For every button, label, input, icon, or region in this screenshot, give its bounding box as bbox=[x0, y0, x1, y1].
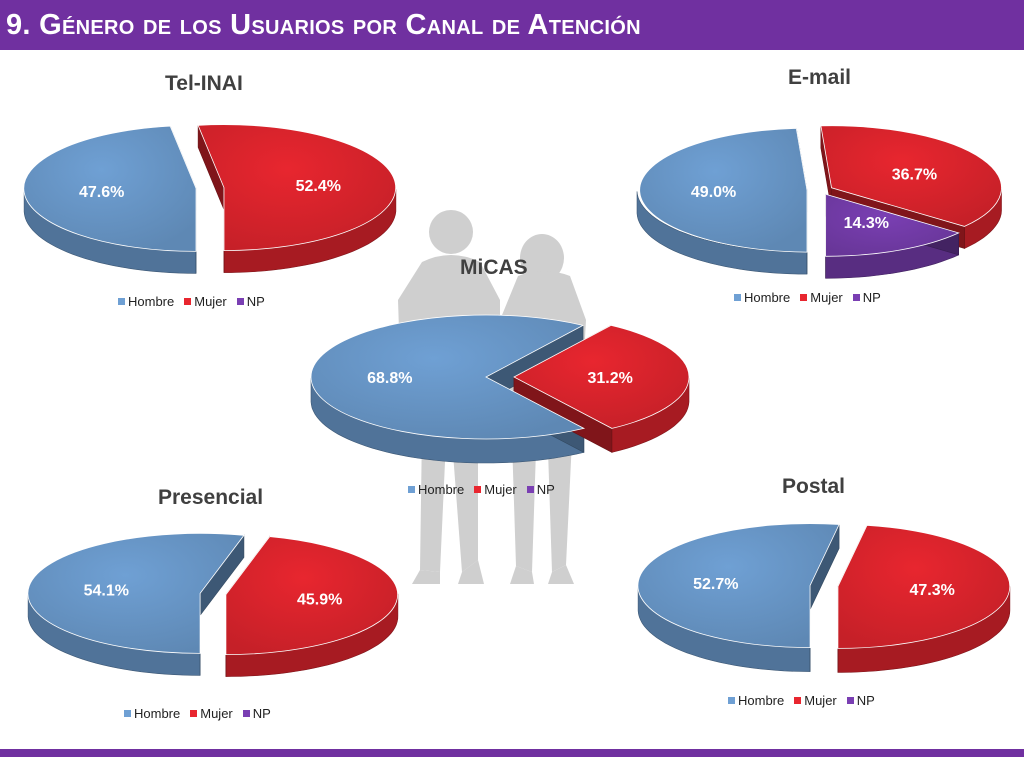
legend-swatch bbox=[118, 298, 125, 305]
legend-swatch bbox=[846, 697, 854, 704]
chart-presencial: Presencial 54.1% 45.9% Hombre Mujer NP bbox=[0, 482, 420, 732]
pie-slice-hombre bbox=[310, 314, 586, 440]
data-label: 31.2% bbox=[588, 370, 633, 387]
chart-legend: Hombre Mujer NP bbox=[124, 706, 271, 721]
header-bar: 9. Género de los Usuarios por Canal de A… bbox=[0, 0, 1024, 50]
page-title: 9. Género de los Usuarios por Canal de A… bbox=[6, 9, 641, 41]
legend-swatch bbox=[124, 710, 131, 717]
legend-item-hombre: Hombre bbox=[734, 290, 790, 305]
data-label: 68.8% bbox=[367, 370, 412, 387]
legend-label: NP bbox=[252, 706, 271, 721]
chart-micas: MiCAS 68.8% 31.2% Hombre Mujer NP bbox=[300, 250, 720, 505]
chart-legend: Hombre Mujer NP bbox=[118, 294, 265, 309]
data-label: 52.7% bbox=[693, 576, 738, 593]
data-label: 14.3% bbox=[844, 215, 889, 232]
pie-slice-hombre bbox=[27, 533, 245, 654]
data-label: 49.0% bbox=[691, 184, 736, 201]
legend-item-mujer: Mujer bbox=[474, 482, 517, 497]
pie-slice-mujer bbox=[513, 324, 690, 429]
legend-item-np: NP bbox=[526, 482, 555, 497]
legend-swatch bbox=[734, 294, 741, 301]
chart-tel-inai: Tel-INAI 47.6% 52.4% Hombre Mujer NP bbox=[0, 60, 420, 320]
data-label: 47.3% bbox=[910, 582, 955, 599]
pie-slice-hombre bbox=[637, 523, 840, 649]
legend-label: Mujer bbox=[804, 693, 837, 708]
legend-item-np: NP bbox=[242, 706, 271, 721]
chart-title: MiCAS bbox=[460, 256, 528, 279]
pie-slice-mujer bbox=[225, 536, 399, 656]
pie-slice-mujer bbox=[197, 124, 397, 252]
data-label: 36.7% bbox=[892, 167, 937, 184]
legend-item-hombre: Hombre bbox=[124, 706, 180, 721]
legend-swatch bbox=[794, 697, 802, 704]
chart-title: Presencial bbox=[158, 486, 264, 509]
legend-swatch bbox=[526, 486, 534, 493]
pie-slice-hombre bbox=[639, 127, 808, 253]
chart-legend: Hombre Mujer NP bbox=[408, 482, 555, 497]
legend-item-np: NP bbox=[236, 294, 265, 309]
legend-item-mujer: Mujer bbox=[184, 294, 227, 309]
chart-title: E-mail bbox=[788, 66, 852, 89]
legend-item-mujer: Mujer bbox=[800, 290, 843, 305]
legend-label: Hombre bbox=[134, 706, 181, 721]
legend-item-hombre: Hombre bbox=[118, 294, 174, 309]
legend-swatch bbox=[190, 710, 198, 717]
legend-label: NP bbox=[246, 294, 265, 309]
data-label: 54.1% bbox=[84, 583, 129, 600]
legend-swatch bbox=[408, 486, 415, 493]
pie-slice-mujer bbox=[820, 125, 1002, 227]
legend-label: Hombre bbox=[128, 294, 175, 309]
legend-item-mujer: Mujer bbox=[190, 706, 233, 721]
legend-item-np: NP bbox=[846, 693, 875, 708]
legend-label: NP bbox=[536, 482, 555, 497]
legend-item-np: NP bbox=[852, 290, 881, 305]
legend-label: NP bbox=[856, 693, 875, 708]
legend-swatch bbox=[800, 294, 808, 301]
legend-swatch bbox=[852, 294, 860, 301]
legend-label: Mujer bbox=[194, 294, 227, 309]
legend-label: Mujer bbox=[810, 290, 843, 305]
chart-title: Tel-INAI bbox=[165, 72, 243, 95]
legend-item-mujer: Mujer bbox=[794, 693, 837, 708]
legend-swatch bbox=[184, 298, 192, 305]
pie-slice-mujer bbox=[837, 524, 1011, 649]
legend-label: Hombre bbox=[744, 290, 791, 305]
chart-title: Postal bbox=[782, 475, 846, 498]
data-label: 45.9% bbox=[297, 591, 342, 608]
legend-item-hombre: Hombre bbox=[728, 693, 784, 708]
legend-swatch bbox=[242, 710, 250, 717]
legend-swatch bbox=[474, 486, 482, 493]
chart-legend: Hombre Mujer NP bbox=[734, 290, 881, 305]
data-label: 52.4% bbox=[296, 178, 341, 195]
legend-swatch bbox=[236, 298, 244, 305]
chart-e-mail: E-mail 49.0% 36.7% 14.3% Hombre Mujer NP bbox=[620, 58, 1020, 318]
data-label: 47.6% bbox=[79, 184, 124, 201]
footer-bar bbox=[0, 749, 1024, 757]
pie-slice-np bbox=[825, 193, 960, 257]
legend-label: NP bbox=[862, 290, 881, 305]
legend-item-hombre: Hombre bbox=[408, 482, 464, 497]
chart-legend: Hombre Mujer NP bbox=[728, 693, 875, 708]
chart-postal: Postal 52.7% 47.3% Hombre Mujer NP bbox=[620, 470, 1020, 725]
legend-label: Mujer bbox=[484, 482, 517, 497]
legend-label: Mujer bbox=[200, 706, 233, 721]
legend-label: Hombre bbox=[418, 482, 465, 497]
pie-slice-hombre bbox=[23, 125, 197, 252]
legend-swatch bbox=[728, 697, 735, 704]
legend-label: Hombre bbox=[738, 693, 785, 708]
